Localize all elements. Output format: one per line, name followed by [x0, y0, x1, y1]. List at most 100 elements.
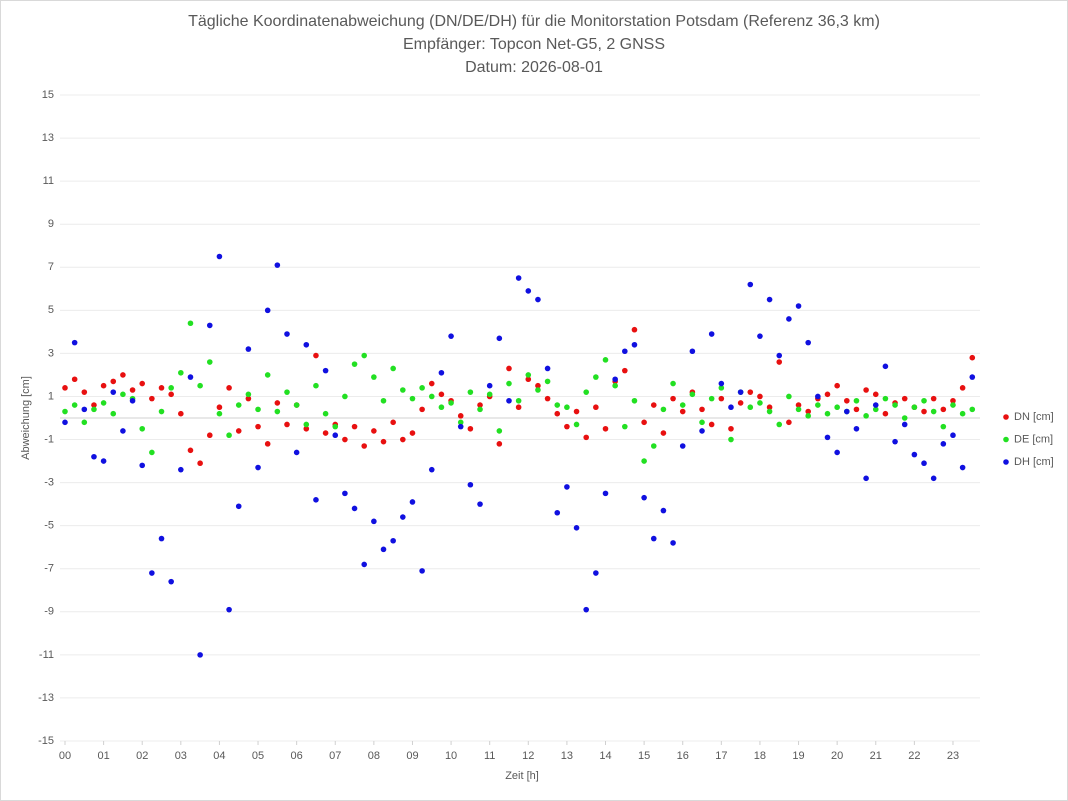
data-point: [815, 402, 821, 408]
x-tick-label: 04: [213, 750, 225, 762]
y-tick-label: -13: [38, 692, 54, 704]
y-tick-label: -3: [44, 477, 54, 489]
data-point: [467, 481, 474, 488]
data-point: [371, 428, 377, 434]
data-point: [921, 460, 927, 467]
data-point: [708, 421, 715, 428]
data-point: [853, 397, 860, 404]
data-point: [679, 402, 686, 408]
data-point: [255, 423, 261, 430]
data-point: [255, 406, 261, 413]
data-point: [901, 395, 908, 402]
data-point: [805, 408, 811, 415]
x-tick-label: 07: [329, 750, 341, 762]
data-point: [91, 402, 97, 408]
data-point: [921, 397, 927, 404]
data-point: [235, 402, 242, 408]
data-point: [448, 400, 454, 406]
data-point: [699, 428, 705, 434]
x-tick-label: 08: [368, 750, 380, 762]
data-point: [264, 307, 271, 314]
data-point: [496, 441, 503, 447]
data-point: [428, 466, 435, 473]
data-point: [930, 475, 937, 482]
data-point: [679, 408, 686, 415]
data-point: [718, 385, 725, 391]
data-point: [959, 410, 966, 417]
data-point: [921, 408, 927, 415]
data-point: [824, 434, 831, 441]
data-point: [216, 410, 223, 417]
data-point: [274, 262, 281, 268]
data-point: [554, 410, 561, 417]
data-point: [351, 423, 358, 430]
data-point: [409, 430, 416, 436]
x-tick-label: 12: [522, 750, 534, 762]
data-point: [535, 387, 541, 393]
data-point: [795, 406, 802, 413]
y-tick-label: -7: [44, 563, 54, 575]
data-point: [930, 395, 937, 402]
data-point: [149, 570, 155, 576]
data-point: [766, 404, 773, 411]
data-point: [91, 406, 97, 413]
data-point: [757, 400, 763, 406]
data-point: [351, 361, 358, 367]
data-point: [815, 393, 821, 400]
y-tick-label: -9: [44, 606, 54, 618]
data-point: [158, 385, 165, 391]
data-point: [428, 393, 435, 400]
data-point: [120, 391, 126, 398]
data-point: [757, 333, 763, 339]
data-point: [303, 341, 310, 348]
x-tick-label: 19: [792, 750, 804, 762]
data-point: [641, 419, 647, 426]
data-point: [689, 391, 696, 398]
data-point: [245, 395, 252, 402]
data-point: [969, 354, 976, 361]
x-tick-label: 09: [406, 750, 418, 762]
y-tick-label: -11: [39, 649, 54, 661]
data-point: [737, 400, 744, 406]
data-point: [390, 419, 396, 426]
data-point: [322, 367, 329, 374]
data-point: [950, 402, 956, 408]
data-point: [650, 535, 657, 542]
data-point: [766, 296, 773, 303]
data-point: [62, 385, 68, 391]
x-tick-label: 18: [754, 750, 766, 762]
data-point: [197, 382, 203, 389]
data-point: [284, 331, 290, 337]
y-tick-label: 9: [48, 218, 54, 230]
data-point: [293, 402, 300, 408]
data-point: [371, 374, 377, 380]
data-point: [206, 322, 213, 329]
y-tick-label: 13: [42, 132, 54, 144]
data-point: [129, 387, 136, 393]
chart-title: Tägliche Koordinatenabweichung (DN/DE/DH…: [188, 13, 880, 30]
data-point: [255, 464, 261, 471]
data-point: [612, 382, 618, 389]
data-point: [795, 303, 802, 309]
data-point: [747, 404, 754, 411]
data-point: [438, 391, 445, 398]
x-tick-label: 10: [445, 750, 457, 762]
data-point: [187, 320, 194, 327]
data-point: [660, 507, 667, 514]
data-point: [400, 387, 406, 393]
data-point: [303, 425, 310, 432]
data-point: [863, 387, 869, 393]
data-point: [786, 419, 792, 426]
data-point: [564, 404, 570, 411]
y-tick-label: -15: [38, 735, 54, 747]
data-point: [708, 331, 715, 337]
data-point: [689, 348, 696, 355]
data-point: [100, 458, 107, 464]
data-point: [872, 406, 879, 413]
data-point: [795, 402, 802, 408]
x-tick-label: 01: [97, 750, 109, 762]
data-point: [583, 606, 590, 613]
data-point: [361, 352, 368, 359]
data-point: [496, 335, 503, 342]
data-point: [409, 499, 416, 505]
